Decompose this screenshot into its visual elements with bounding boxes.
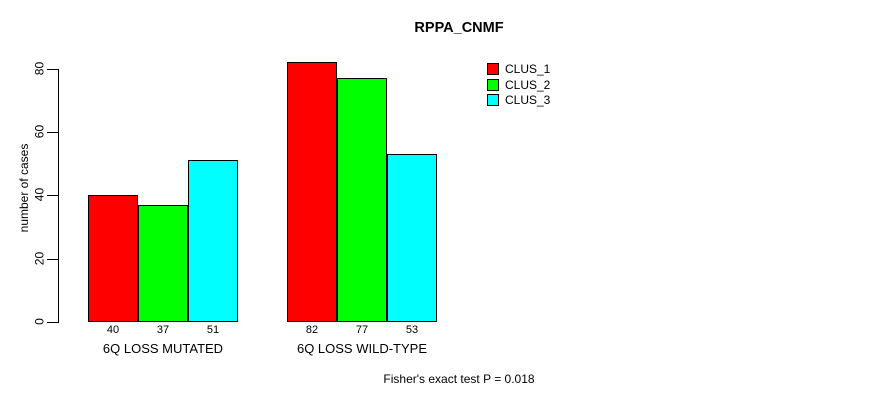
- y-axis-tick-label: 80: [32, 61, 47, 76]
- bar-clus_3-group1: [188, 160, 238, 322]
- legend: CLUS_1 CLUS_2 CLUS_3: [487, 62, 597, 114]
- bar-value-label: 40: [106, 324, 120, 336]
- y-axis-tick: [47, 132, 58, 133]
- y-axis-tick-label: 40: [32, 187, 47, 202]
- legend-swatch-clus_3: [487, 94, 499, 107]
- legend-label: CLUS_1: [505, 62, 551, 76]
- legend-swatch-clus_1: [487, 63, 499, 75]
- y-axis-tick: [47, 259, 58, 260]
- y-axis-tick: [47, 195, 58, 196]
- chart-title: RPPA_CNMF: [414, 20, 504, 36]
- category-label: 6Q LOSS WILD-TYPE: [296, 341, 428, 356]
- bar-clus_1-group1: [88, 195, 138, 322]
- legend-item: CLUS_3: [487, 93, 597, 107]
- bar-value-label: 51: [206, 324, 220, 336]
- bar-clus_3-group2: [387, 154, 437, 322]
- legend-item: CLUS_2: [487, 78, 597, 92]
- y-axis-tick: [47, 322, 58, 323]
- bar-value-label: 77: [355, 324, 369, 336]
- bar-clus_2-group2: [337, 78, 387, 322]
- legend-swatch-clus_2: [487, 78, 499, 91]
- y-axis-line: [58, 69, 59, 323]
- legend-label: CLUS_3: [505, 93, 551, 108]
- bar-value-label: 82: [305, 324, 319, 336]
- bar-value-label: 37: [156, 324, 170, 336]
- legend-item: CLUS_1: [487, 62, 597, 76]
- bar-clus_2-group1: [138, 205, 188, 322]
- y-axis-tick: [47, 69, 58, 70]
- bar-value-label: 53: [405, 324, 419, 336]
- bar-clus_1-group2: [287, 62, 337, 322]
- y-axis-tick-label: 20: [32, 251, 47, 266]
- y-axis-tick-label: 60: [32, 124, 47, 139]
- legend-label: CLUS_2: [505, 77, 551, 92]
- y-axis-tick-label: 0: [32, 318, 47, 325]
- fisher-test-annotation: Fisher's exact test P = 0.018: [383, 372, 535, 386]
- category-label: 6Q LOSS MUTATED: [102, 341, 224, 356]
